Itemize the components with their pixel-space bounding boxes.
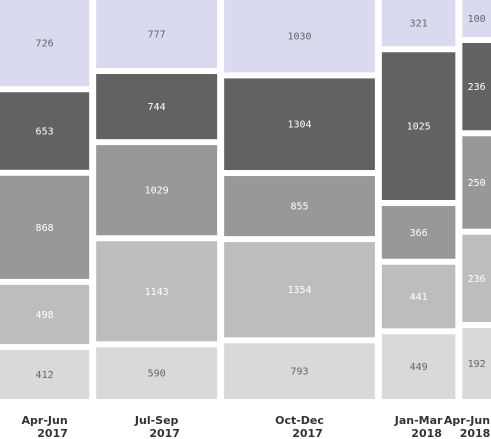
category-label-period: Apr-Jun <box>444 414 490 427</box>
mosaic-cell <box>224 242 375 338</box>
mosaic-cell <box>381 205 456 259</box>
mosaic-cell <box>0 350 90 399</box>
mosaic-cell <box>381 0 456 47</box>
category-labels: Apr-Jun2017Jul-Sep2017Oct-Dec2017Jan-Mar… <box>22 414 491 439</box>
cell-value-label: 236 <box>468 274 486 285</box>
cell-value-label: 366 <box>410 228 428 239</box>
cell-value-label: 1030 <box>287 32 311 43</box>
cell-value-label: 855 <box>290 202 308 213</box>
mosaic-cell <box>224 0 375 73</box>
cell-value-label: 441 <box>410 292 428 303</box>
category-label-period: Jul-Sep <box>134 414 179 427</box>
cell-value-label: 1029 <box>145 186 169 197</box>
mosaic-cell <box>462 327 491 399</box>
mosaic-cell <box>224 78 375 171</box>
cell-value-label: 236 <box>468 82 486 93</box>
cell-value-label: 250 <box>468 178 486 189</box>
category-label-year: 2017 <box>292 427 323 439</box>
mosaic-cell <box>96 74 218 140</box>
category-label-year: 2017 <box>149 427 180 439</box>
mosaic-cell <box>381 334 456 399</box>
cell-value-label: 1143 <box>145 287 169 298</box>
cell-value-label: 192 <box>468 359 486 370</box>
mosaic-cell <box>224 343 375 399</box>
category-label-period: Jan-Mar <box>394 414 443 427</box>
cell-value-label: 868 <box>36 223 54 234</box>
cell-value-label: 1025 <box>407 122 431 133</box>
mosaic-cell <box>96 0 218 69</box>
cell-value-label: 412 <box>36 370 54 381</box>
mosaic-cell <box>96 145 218 236</box>
cell-value-label: 498 <box>36 310 54 321</box>
mosaic-cell <box>381 264 456 329</box>
mosaic-cell <box>0 92 90 170</box>
mosaic-cell <box>381 52 456 200</box>
category-label-year: 2018 <box>460 427 491 439</box>
mosaic-cell <box>462 136 491 229</box>
mosaic-cell <box>462 0 491 37</box>
mosaic-cell <box>462 42 491 131</box>
category-label-period: Oct-Dec <box>275 414 324 427</box>
mosaic-cell <box>96 347 218 399</box>
cell-value-label: 321 <box>410 19 428 30</box>
cell-value-label: 590 <box>148 369 166 380</box>
mosaic-cell <box>0 284 90 345</box>
cell-value-label: 1304 <box>287 120 311 131</box>
chart-cells: 726 653 868 498 412 777 744 1029 1143 590 1030 1304… <box>0 0 491 399</box>
cell-value-label: 449 <box>410 362 428 373</box>
mosaic-cell <box>0 0 90 87</box>
category-label-year: 2017 <box>37 427 68 439</box>
mosaic-cell <box>96 241 218 342</box>
cell-value-label: 653 <box>36 127 54 138</box>
cell-value-label: 726 <box>36 39 54 50</box>
cell-value-label: 744 <box>148 102 166 113</box>
mosaic-cell <box>224 176 375 237</box>
cell-value-label: 793 <box>290 367 308 378</box>
category-label-year: 2018 <box>411 427 442 439</box>
cell-value-label: 1354 <box>287 285 311 296</box>
mosaic-cell <box>462 234 491 322</box>
mosaic-cell <box>0 175 90 279</box>
cell-value-label: 777 <box>148 30 166 41</box>
cell-value-label: 100 <box>468 14 486 25</box>
category-label-period: Apr-Jun <box>22 414 68 427</box>
